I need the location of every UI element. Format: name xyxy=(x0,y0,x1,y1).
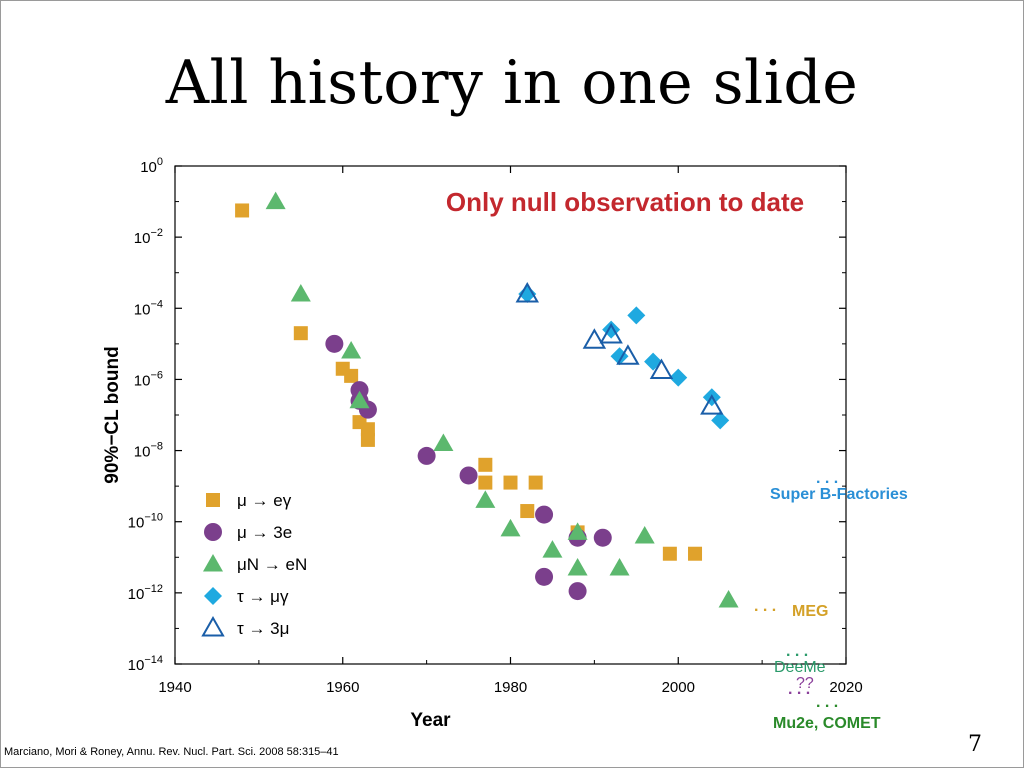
legend-label: μN → eN xyxy=(237,555,307,574)
slide-number: 7 xyxy=(968,732,982,757)
data-point-square xyxy=(293,326,308,341)
y-tick-label: 10−4 xyxy=(134,298,163,318)
x-tick-label: 2020 xyxy=(829,679,862,696)
data-point-triangle xyxy=(349,390,370,409)
legend-marker xyxy=(206,493,220,507)
data-point-square xyxy=(662,546,677,561)
y-tick-label: 10−2 xyxy=(134,227,163,247)
data-point-diamond xyxy=(711,411,730,430)
projection-label: DeeMe xyxy=(774,659,826,676)
projection-dots: . . . xyxy=(816,694,838,711)
projection-label: Super B-Factories xyxy=(770,486,908,503)
data-point-circle xyxy=(417,446,436,465)
data-point-triangle xyxy=(265,191,286,210)
data-point-open-triangle xyxy=(700,394,724,415)
projection-label: Mu2e, COMET xyxy=(773,715,881,732)
data-point-square xyxy=(688,546,703,561)
x-tick-label: 1960 xyxy=(326,679,359,696)
chart-annotation: Only null observation to date xyxy=(446,187,804,217)
legend-label: τ → 3μ xyxy=(237,619,289,638)
data-point-open-triangle xyxy=(616,344,640,365)
citation: Marciano, Mori & Roney, Annu. Rev. Nucl.… xyxy=(4,746,339,758)
data-point-triangle xyxy=(609,557,630,576)
data-point-square xyxy=(520,504,535,519)
legend-marker xyxy=(204,523,222,541)
data-point-triangle xyxy=(341,340,362,359)
legend-label: τ → μγ xyxy=(237,587,289,606)
projection-dots: . . . xyxy=(788,681,810,698)
y-tick-label: 10−14 xyxy=(128,654,163,674)
data-point-open-triangle xyxy=(582,328,607,349)
legend-label: μ → eγ xyxy=(237,491,292,510)
data-point-triangle xyxy=(475,490,496,508)
data-point-circle xyxy=(459,466,478,485)
data-point-triangle xyxy=(542,540,563,558)
data-point-triangle xyxy=(500,518,521,537)
legend-marker xyxy=(203,554,223,572)
projection-label: ?? xyxy=(796,675,814,692)
data-point-square xyxy=(360,422,375,437)
legend-marker xyxy=(204,587,222,605)
y-tick-label: 100 xyxy=(140,156,163,176)
data-point-square xyxy=(360,432,375,447)
data-point-square xyxy=(235,203,250,218)
x-axis-title: Year xyxy=(410,710,451,731)
data-point-square xyxy=(528,475,543,490)
data-point-open-triangle xyxy=(515,282,539,303)
data-point-triangle xyxy=(718,589,739,608)
data-point-diamond xyxy=(669,368,688,387)
data-point-triangle xyxy=(567,557,588,576)
data-point-open-triangle xyxy=(599,322,623,344)
data-point-diamond xyxy=(627,306,646,325)
data-point-square xyxy=(503,475,518,490)
projection-label: MEG xyxy=(792,603,828,620)
data-point-square xyxy=(344,368,359,383)
data-point-open-triangle xyxy=(649,358,674,380)
y-tick-label: 10−12 xyxy=(128,583,163,603)
projection-dots: . . . xyxy=(816,470,838,487)
x-tick-label: 1980 xyxy=(494,679,527,696)
data-point-circle xyxy=(568,582,587,601)
projection-dots: . . . xyxy=(786,643,808,660)
x-tick-label: 1940 xyxy=(158,679,191,696)
data-point-triangle xyxy=(433,433,454,451)
data-point-circle xyxy=(593,528,612,547)
data-point-circle xyxy=(535,505,554,524)
data-point-circle xyxy=(535,567,554,586)
y-tick-label: 10−6 xyxy=(134,369,163,389)
data-point-diamond xyxy=(518,285,537,304)
data-point-triangle xyxy=(290,284,311,302)
y-tick-label: 10−8 xyxy=(134,441,163,461)
legend-label: μ → 3e xyxy=(237,523,292,542)
y-axis-title: 90%−CL bound xyxy=(102,346,123,483)
data-point-square xyxy=(478,475,493,490)
legend-marker xyxy=(201,615,225,637)
data-point-circle xyxy=(325,334,344,353)
data-point-diamond xyxy=(644,352,663,371)
data-point-triangle xyxy=(634,525,655,544)
data-point-square xyxy=(478,457,493,472)
y-tick-label: 10−10 xyxy=(128,512,163,532)
data-point-triangle xyxy=(567,522,588,540)
projection-dots: . . . xyxy=(754,598,776,615)
x-tick-label: 2000 xyxy=(662,679,695,696)
slide-title: All history in one slide xyxy=(165,48,859,118)
